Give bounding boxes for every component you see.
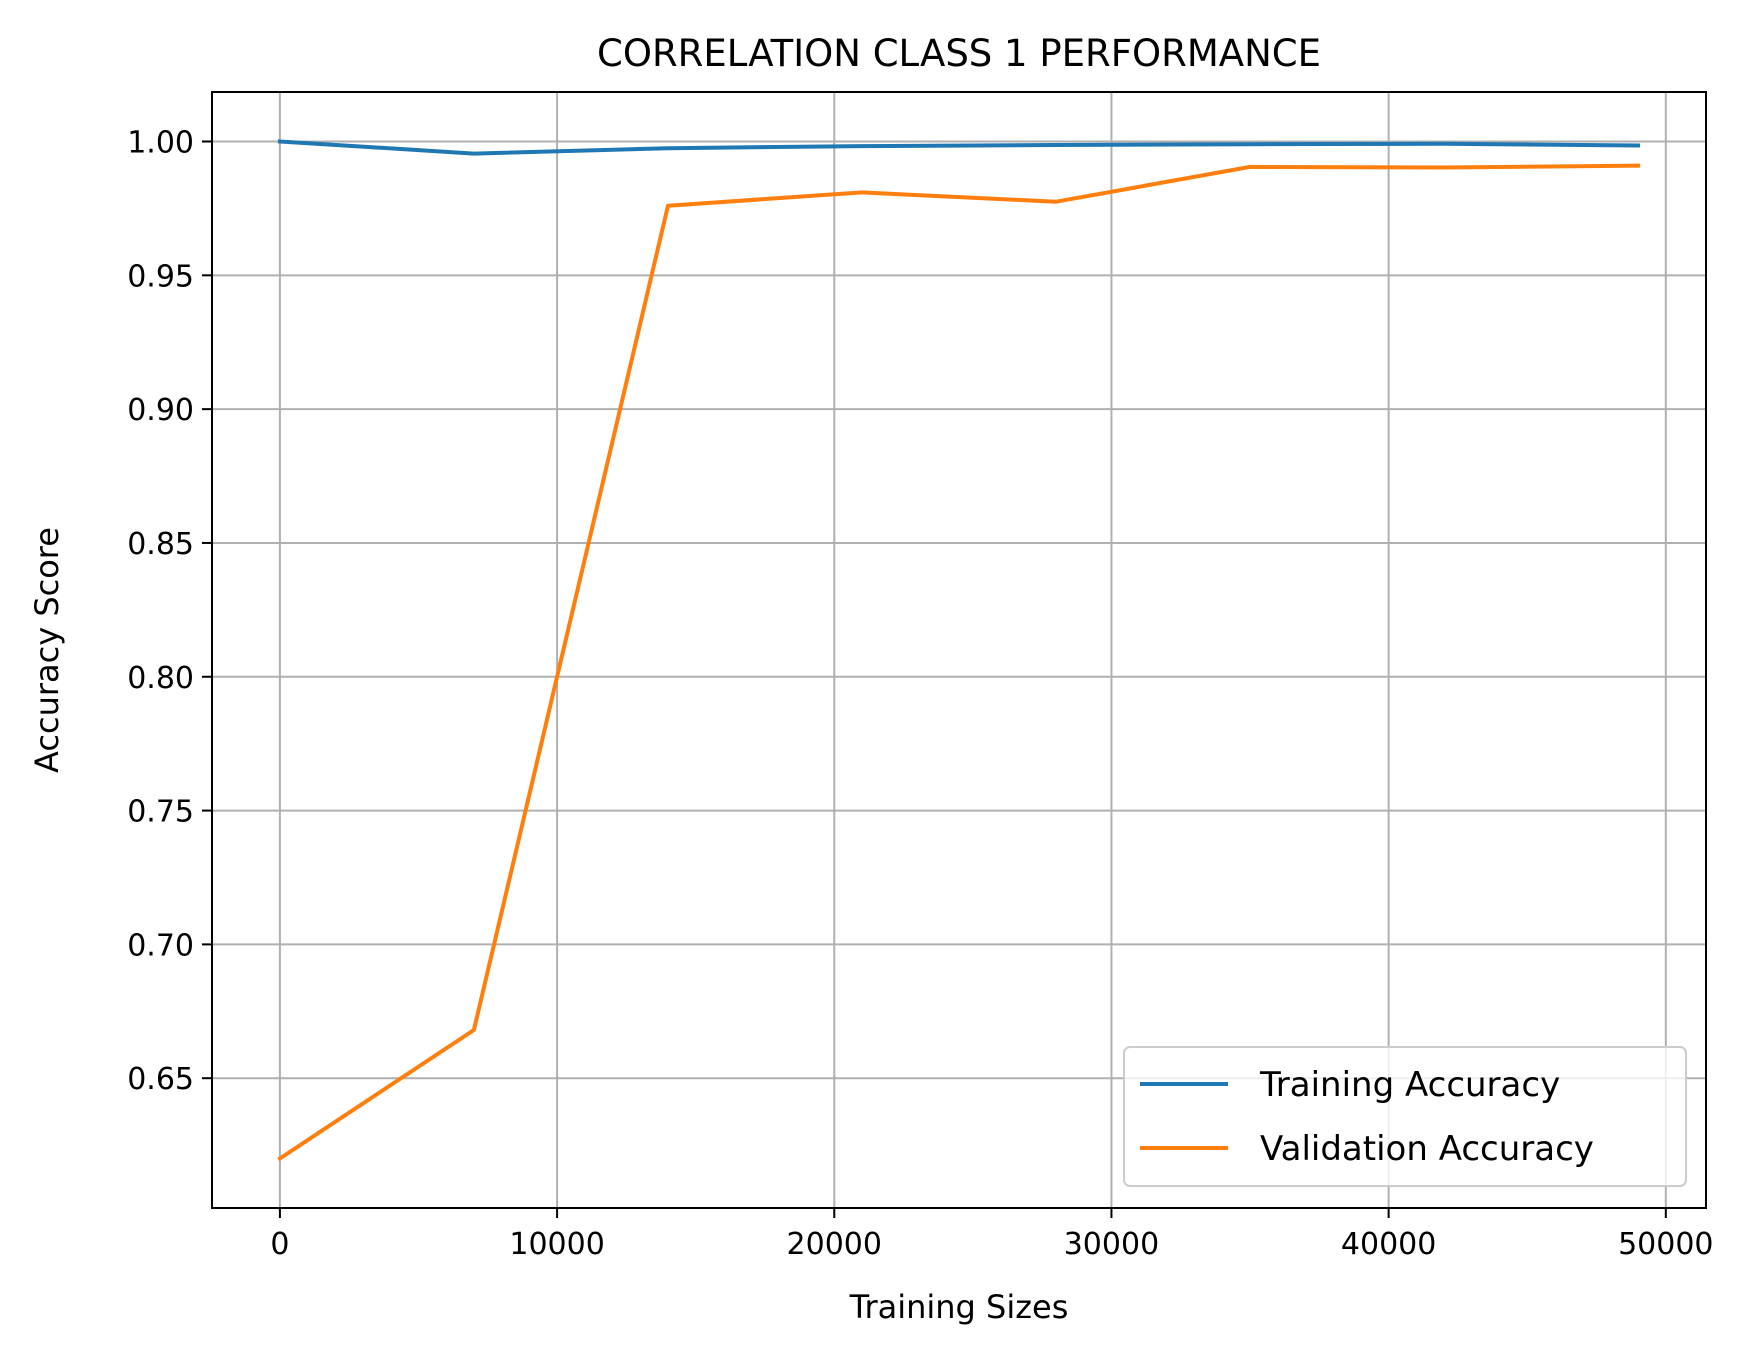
training-accuracy-line: [277, 139, 1641, 156]
x-tick-label: 10000: [509, 1227, 604, 1262]
validation-accuracy-line: [277, 163, 1641, 1162]
grid: [212, 92, 1706, 1208]
y-tick-label: 0.70: [127, 928, 194, 963]
y-tick-label: 0.75: [127, 795, 194, 830]
y-tick-label: 0.95: [127, 259, 194, 294]
axis-ticks: 0 10000 20000 30000 40000 50000 0.65 0.70 0.75 0.…: [127, 126, 1713, 1262]
x-tick-label: 30000: [1064, 1227, 1159, 1262]
chart-title: CORRELATION CLASS 1 PERFORMANCE: [597, 32, 1321, 75]
legend-label-training: Training Accuracy: [1259, 1065, 1560, 1105]
x-tick-label: 40000: [1341, 1227, 1436, 1262]
y-tick-label: 0.80: [127, 661, 194, 696]
y-tick-label: 0.90: [127, 393, 194, 428]
y-tick-label: 1.00: [127, 126, 194, 161]
legend-label-validation: Validation Accuracy: [1260, 1129, 1594, 1169]
y-axis-label: Accuracy Score: [28, 527, 66, 773]
x-axis-label: Training Sizes: [849, 1288, 1069, 1326]
x-tick-label: 0: [270, 1227, 289, 1262]
legend: Training Accuracy Validation Accuracy: [1123, 1046, 1687, 1187]
plot-frame: [211, 91, 1707, 1209]
legend-box: [1123, 1046, 1687, 1187]
x-tick-label: 50000: [1618, 1227, 1713, 1262]
series-lines: [277, 139, 1641, 1162]
x-tick-label: 20000: [787, 1227, 882, 1262]
y-tick-label: 0.85: [127, 527, 194, 562]
y-tick-label: 0.65: [127, 1062, 194, 1097]
